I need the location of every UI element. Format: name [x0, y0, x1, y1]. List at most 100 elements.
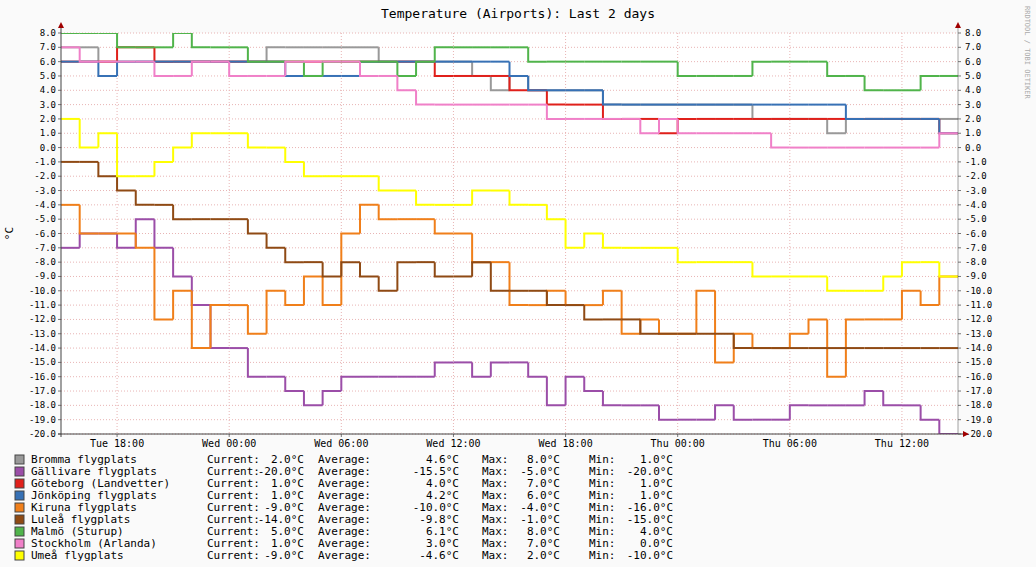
- line-step: [809, 61, 828, 63]
- legend-stat: 2.0°C: [527, 549, 560, 562]
- tick: [958, 333, 961, 334]
- line-step: [566, 118, 585, 120]
- line-step: [323, 46, 342, 48]
- line-step: [61, 61, 80, 63]
- y-tick-label: 5.0: [965, 71, 981, 81]
- line-step: [640, 319, 659, 333]
- line-step: [229, 304, 248, 306]
- line-step: [117, 47, 136, 61]
- line-step: [117, 62, 136, 76]
- line-step: [435, 61, 454, 63]
- line-step: [472, 262, 491, 276]
- line-step: [435, 61, 454, 63]
- line-step: [790, 104, 809, 106]
- line-step: [98, 233, 117, 235]
- line-step: [379, 75, 398, 77]
- line-step: [865, 347, 884, 349]
- grid-line: [61, 118, 958, 119]
- line-step: [659, 104, 678, 106]
- series-group: [61, 33, 958, 434]
- line-step: [491, 46, 510, 48]
- line-step: [696, 291, 715, 334]
- line-step: [584, 89, 603, 91]
- line-step: [136, 219, 155, 248]
- tick: [958, 362, 961, 363]
- line-step: [98, 61, 117, 63]
- line-step: [510, 76, 529, 90]
- tick: [958, 305, 961, 306]
- grid-line: [61, 362, 958, 363]
- line-step: [304, 61, 323, 63]
- line-step: [192, 291, 211, 348]
- line-step: [435, 62, 454, 76]
- y-tick-label: 2.0: [40, 114, 56, 124]
- line-step: [584, 104, 603, 106]
- line-step: [379, 276, 398, 290]
- line-step: [715, 118, 734, 120]
- line-step: [659, 247, 678, 249]
- line-step: [211, 132, 230, 134]
- line-step: [211, 61, 230, 63]
- line-step: [491, 104, 510, 106]
- line-step: [584, 61, 603, 63]
- line-step: [285, 148, 304, 162]
- y-tick-label: -19.0: [965, 415, 992, 425]
- line-step: [566, 304, 585, 306]
- grid-line: [61, 391, 958, 392]
- line-step: [865, 318, 884, 320]
- line-step: [939, 119, 958, 133]
- line-step: [435, 362, 454, 376]
- line-step: [752, 419, 771, 421]
- line-step: [341, 262, 360, 276]
- line-step: [229, 61, 248, 63]
- line-step: [211, 305, 230, 348]
- line-step: [865, 290, 884, 292]
- line-step: [603, 291, 622, 305]
- line-step: [846, 319, 865, 376]
- y-tick-label: -19.0: [29, 415, 56, 425]
- y-tick-label: -11.0: [29, 300, 56, 310]
- y-tick-label: 1.0: [965, 128, 981, 138]
- series: [61, 47, 958, 133]
- tick: [958, 419, 961, 420]
- line-step: [902, 347, 921, 349]
- tick: [958, 376, 961, 377]
- line-step: [752, 347, 771, 349]
- grid-line: [789, 33, 790, 434]
- line-step: [491, 61, 510, 63]
- line-step: [603, 391, 622, 405]
- y-tick-label: 6.0: [965, 57, 981, 67]
- legend-swatch: [15, 539, 24, 548]
- line-step: [659, 405, 678, 419]
- line-step: [154, 204, 173, 206]
- line-step: [734, 104, 753, 106]
- line-step: [715, 75, 734, 77]
- line-step: [229, 62, 248, 76]
- line-step: [790, 334, 809, 348]
- line-step: [510, 62, 529, 76]
- line-step: [510, 46, 529, 48]
- line-step: [267, 75, 286, 77]
- grid-line: [61, 176, 958, 177]
- line-step: [659, 119, 678, 133]
- line-step: [902, 262, 921, 276]
- line-step: [136, 234, 155, 248]
- line-step: [846, 404, 865, 406]
- line-step: [267, 147, 286, 149]
- tick: [958, 75, 961, 76]
- line-step: [154, 162, 173, 176]
- line-step: [584, 304, 603, 306]
- tick: [958, 276, 961, 277]
- y-tick-label: -20.0: [965, 429, 992, 439]
- line-step: [61, 204, 80, 206]
- line-step: [883, 276, 902, 290]
- line-step: [902, 118, 921, 120]
- line-step: [472, 362, 491, 376]
- y-tick-label: -3.0: [965, 186, 987, 196]
- line-step: [379, 376, 398, 378]
- line-step: [472, 61, 491, 63]
- grid-line: [61, 247, 958, 248]
- line-step: [715, 104, 734, 106]
- line-step: [117, 133, 136, 176]
- line-step: [603, 118, 622, 120]
